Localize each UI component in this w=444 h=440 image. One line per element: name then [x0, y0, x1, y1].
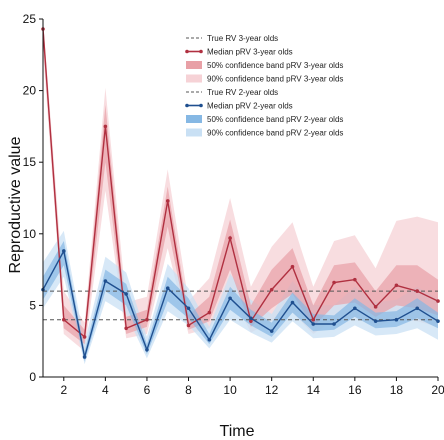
x-tick-8: 8: [185, 383, 192, 397]
point-2yo-3: [82, 355, 87, 359]
legend-swatch-dot-b-5: [199, 103, 203, 108]
point-2yo-20: [436, 319, 440, 323]
y-tick-20: 20: [23, 84, 37, 98]
legend: True RV 3-year olds Median pRV 3-year old…: [185, 34, 343, 138]
x-tick-20: 20: [431, 383, 444, 397]
legend-swatch-3: [186, 74, 202, 83]
x-tick-18: 18: [390, 383, 404, 397]
point-2yo-16: [353, 306, 357, 311]
point-2yo-17: [373, 319, 378, 323]
y-ticks: 0 5 10 15 20 25: [23, 12, 43, 384]
legend-swatch-7: [186, 128, 202, 137]
median-line-2yo: [42, 248, 439, 358]
point-2yo-19: [415, 306, 420, 311]
y-tick-5: 5: [29, 298, 36, 312]
point-3yo-7: [165, 199, 170, 203]
legend-label-2: 50% confidence band pRV 3-year olds: [207, 61, 343, 70]
legend-label-4: True RV 2-year olds: [207, 88, 278, 97]
point-3yo-10: [228, 236, 232, 240]
y-tick-10: 10: [23, 227, 37, 241]
legend-label-1: Median pRV 3-year olds: [207, 48, 293, 57]
legend-label-5: Median pRV 2-year olds: [207, 102, 293, 111]
x-tick-16: 16: [348, 383, 362, 397]
point-2yo-2: [61, 249, 66, 253]
point-2yo-12: [269, 329, 274, 333]
point-3yo-2: [61, 317, 66, 322]
point-3yo-13: [290, 264, 295, 269]
point-3yo-20: [436, 299, 440, 303]
point-3yo-6: [145, 317, 149, 322]
x-tick-14: 14: [307, 383, 321, 397]
point-2yo-5: [124, 292, 128, 296]
y-tick-0: 0: [29, 370, 36, 384]
x-axis-label: Time: [220, 423, 255, 440]
y-tick-25: 25: [23, 12, 37, 26]
median-line-3yo: [42, 28, 439, 339]
point-3yo-16: [353, 277, 357, 282]
x-tick-4: 4: [102, 383, 109, 397]
legend-label-0: True RV 3-year olds: [207, 34, 278, 43]
point-3yo-18: [394, 283, 399, 288]
point-2yo-8: [186, 306, 191, 311]
legend-swatch-dot-a-5: [185, 103, 189, 108]
point-3yo-3: [82, 335, 87, 339]
point-3yo-15: [332, 280, 336, 285]
point-2yo-13: [290, 300, 295, 305]
point-2yo-18: [394, 317, 399, 322]
median-series: [41, 27, 440, 359]
point-3yo-5: [124, 326, 128, 331]
legend-swatch-6: [186, 115, 202, 123]
point-2yo-7: [165, 286, 170, 291]
point-3yo-4: [103, 124, 108, 129]
point-3yo-17: [373, 305, 378, 309]
legend-label-7: 90% confidence band pRV 2-year olds: [207, 129, 343, 138]
point-2yo-11: [249, 316, 253, 321]
axes: [42, 19, 438, 378]
legend-swatch-dot-a-1: [185, 49, 189, 54]
legend-label-6: 50% confidence band pRV 2-year olds: [207, 115, 343, 124]
point-2yo-6: [145, 347, 149, 352]
x-tick-2: 2: [60, 383, 67, 397]
point-3yo-9: [207, 310, 212, 315]
legend-swatch-dot-b-1: [199, 49, 203, 54]
point-2yo-9: [207, 337, 212, 342]
x-tick-12: 12: [265, 383, 279, 397]
point-3yo-11: [249, 319, 253, 323]
point-2yo-10: [228, 296, 232, 301]
point-3yo-14: [311, 317, 316, 322]
point-2yo-4: [103, 279, 108, 283]
point-2yo-15: [332, 322, 336, 326]
point-3yo-8: [186, 323, 191, 328]
legend-swatch-1: [185, 49, 203, 54]
y-axis-label: Reproductive value: [7, 136, 24, 273]
x-tick-6: 6: [144, 383, 151, 397]
point-3yo-12: [269, 287, 274, 292]
legend-swatch-2: [186, 61, 202, 69]
band50-2yo: [43, 241, 438, 362]
point-2yo-14: [311, 322, 316, 326]
point-3yo-19: [415, 289, 420, 293]
y-tick-15: 15: [23, 155, 37, 169]
x-tick-10: 10: [223, 383, 237, 397]
legend-swatch-5: [185, 103, 203, 108]
confidence-bands: [43, 19, 438, 365]
x-ticks: 2 4 6 8 10 12 14 16 18 20: [60, 377, 444, 397]
legend-label-3: 90% confidence band pRV 3-year olds: [207, 75, 343, 84]
